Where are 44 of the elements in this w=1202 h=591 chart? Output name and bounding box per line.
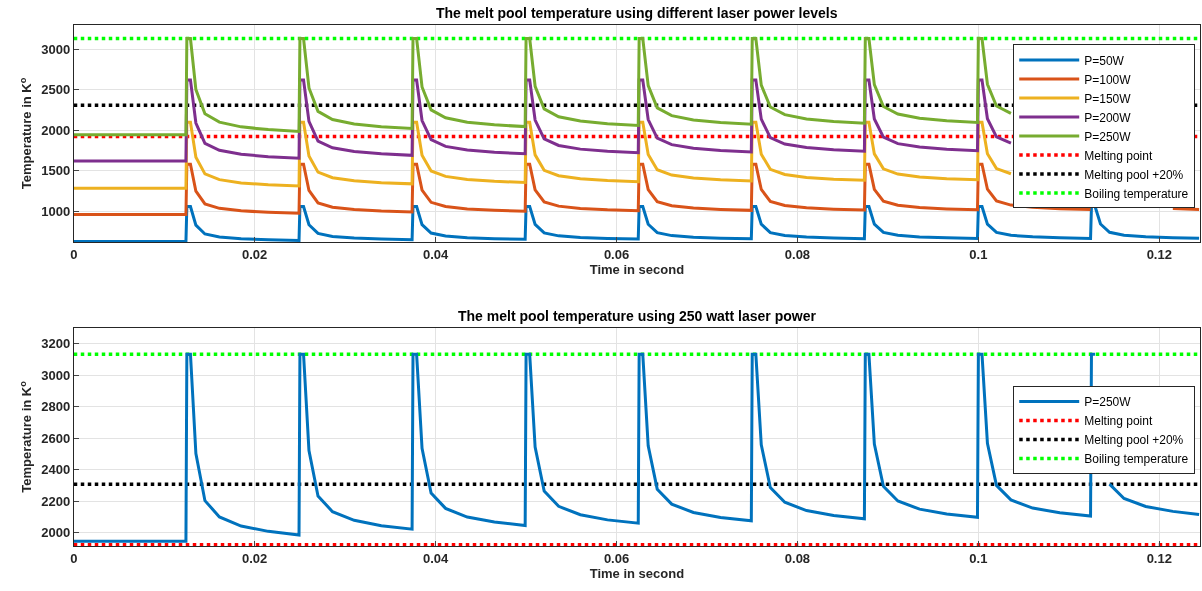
legend-label: P=200W [1084, 110, 1132, 125]
x-tick-label: 0 [70, 550, 78, 566]
x-tick-label: 0.04 [422, 246, 450, 262]
legend-label: Melting point [1084, 148, 1153, 163]
legend-label: P=50W [1084, 53, 1125, 68]
y-tick-label: 2400 [41, 462, 71, 478]
y-tick-label: 3200 [41, 336, 71, 352]
y-tick-label: 2000 [41, 525, 71, 541]
chart-title: The melt pool temperature using different laser power levels [436, 5, 838, 21]
legend-label: Melting pool +20% [1084, 433, 1184, 448]
y-tick-label: 2500 [41, 82, 71, 98]
legend-label: P=250W [1084, 129, 1132, 144]
x-axis-title: Time in second [589, 566, 685, 582]
line-series [73, 37, 1013, 137]
legend-label: P=100W [1084, 72, 1132, 87]
y-tick-label: 2200 [41, 493, 71, 509]
x-tick-label: 0.06 [603, 550, 630, 566]
x-tick-label: 0.08 [784, 246, 811, 262]
y-tick-label: 1000 [41, 203, 71, 219]
x-tick-label: 0 [70, 246, 78, 262]
x-tick-label: 0.08 [784, 550, 811, 566]
legend-label: Melting point [1084, 414, 1153, 429]
y-tick-label: 3000 [41, 367, 71, 383]
x-tick-label: 0.12 [1146, 550, 1172, 566]
y-tick-label: 2600 [41, 430, 71, 446]
x-tick-label: 0.06 [603, 246, 630, 262]
y-tick-label: 2800 [41, 399, 71, 415]
legend-label: Boiling temperature [1084, 186, 1189, 201]
x-tick-label: 0.1 [969, 550, 988, 566]
legend-label: P=250W [1084, 395, 1132, 410]
x-tick-label: 0.12 [1146, 246, 1172, 262]
legend-label: Boiling temperature [1084, 452, 1189, 467]
y-tick-label: 3000 [41, 41, 71, 57]
y-tick-label: 2000 [41, 122, 71, 138]
y-tick-label: 1500 [41, 163, 71, 179]
x-axis-title: Time in second [589, 262, 685, 278]
legend-label: P=150W [1084, 91, 1132, 106]
x-tick-label: 0.04 [422, 550, 450, 566]
chart-title: The melt pool temperature using 250 watt laser power [458, 308, 817, 324]
legend-label: Melting pool +20% [1084, 167, 1184, 182]
line-series [73, 205, 1201, 242]
x-tick-label: 0.02 [242, 246, 268, 262]
x-tick-label: 0.02 [242, 550, 268, 566]
x-tick-label: 0.1 [969, 246, 988, 262]
